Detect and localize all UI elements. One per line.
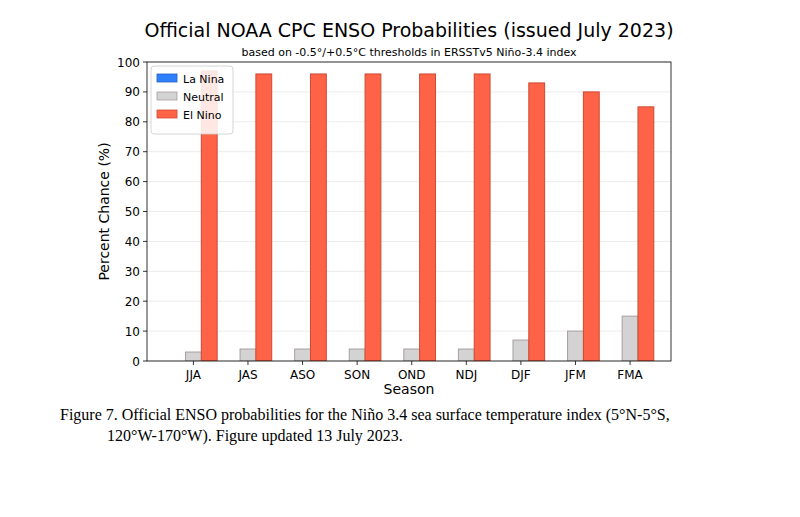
x-tick (193, 361, 194, 365)
y-tick (143, 181, 147, 182)
x-tick (357, 361, 358, 365)
x-tick (247, 361, 248, 365)
x-tick-label: JAS (237, 368, 257, 382)
x-tick (520, 361, 521, 365)
y-tick (143, 301, 147, 302)
legend-swatch (157, 74, 177, 82)
legend-label: El Nino (183, 109, 222, 122)
bar (622, 316, 638, 361)
x-tick-label: JFM (564, 368, 586, 382)
legend-swatch (157, 92, 177, 100)
caption: Figure 7. Official ENSO probabilities fo… (60, 406, 670, 424)
y-tick-label: 60 (125, 175, 140, 189)
bar (240, 349, 256, 361)
bar (638, 107, 654, 361)
x-tick-label: NDJ (455, 368, 477, 382)
y-tick (143, 62, 147, 63)
plot-frame (147, 62, 671, 361)
bar (583, 92, 599, 361)
bar (295, 349, 311, 361)
subtitle: based on -0.5°/+0.5°C thresholds in ERSS… (241, 46, 577, 59)
bar (310, 74, 326, 361)
legend-box (151, 66, 233, 134)
legend-label: La Nina (183, 73, 224, 86)
bar (529, 83, 545, 361)
y-tick-label: 0 (132, 355, 140, 369)
x-axis-label: Season (384, 381, 435, 397)
y-tick (143, 91, 147, 92)
y-tick-label: 50 (125, 205, 140, 219)
y-tick (143, 241, 147, 242)
bar (513, 340, 529, 361)
y-axis-label: Percent Chance (%) (96, 142, 112, 280)
y-tick-label: 90 (125, 85, 140, 99)
y-tick (143, 331, 147, 332)
x-tick (575, 361, 576, 365)
legend-label: Neutral (183, 91, 224, 104)
y-tick-label: 100 (117, 56, 140, 70)
bar (474, 74, 490, 361)
legend: La Nina Neutral El Nino (151, 66, 233, 134)
x-tick (466, 361, 467, 365)
y-tick (143, 151, 147, 152)
y-tick (143, 121, 147, 122)
caption: 120°W-170°W). Figure updated 13 July 202… (107, 427, 403, 445)
x-tick-label: FMA (617, 368, 643, 382)
x-tick-label: SON (344, 368, 370, 382)
bar (458, 349, 474, 361)
chart: Official NOAA CPC ENSO Probabilities (is… (0, 0, 800, 517)
x-tick (411, 361, 412, 365)
background (0, 0, 800, 517)
y-tick (143, 271, 147, 272)
x-tick-label: DJF (511, 368, 531, 382)
y-tick-label: 80 (125, 115, 140, 129)
x-tick-label: OND (398, 368, 426, 382)
x-tick-label: JJA (185, 368, 202, 382)
bar (256, 74, 272, 361)
y-tick-label: 40 (125, 235, 140, 249)
title: Official NOAA CPC ENSO Probabilities (is… (144, 19, 673, 41)
bar (185, 352, 201, 361)
legend-swatch (157, 110, 177, 118)
bars (185, 71, 653, 361)
y-tick-label: 20 (125, 295, 140, 309)
bar (420, 74, 436, 361)
bar (365, 74, 381, 361)
y-tick-label: 10 (125, 325, 140, 339)
y-tick (143, 361, 147, 362)
x-tick-label: ASO (290, 368, 315, 382)
y-tick-label: 70 (125, 145, 140, 159)
bar (349, 349, 365, 361)
y-tick (143, 211, 147, 212)
x-tick (630, 361, 631, 365)
bar (404, 349, 420, 361)
x-tick (302, 361, 303, 365)
bar (568, 331, 584, 361)
y-tick-label: 30 (125, 265, 140, 279)
